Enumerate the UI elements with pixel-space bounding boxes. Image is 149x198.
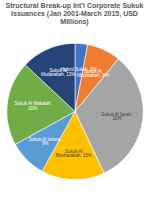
html-text:Structural Break-up Int'l Corp: Structural Break-up Int'l Corporate Suku…: [5, 2, 144, 25]
svg-text:Sukuk AlMudarabah, 13%: Sukuk AlMudarabah, 13%: [41, 68, 75, 78]
svg-text:Sukuk AlMusharakah, 15%: Sukuk AlMusharakah, 15%: [56, 149, 92, 159]
svg-text:Sukuk AlMurabahah, 8%: Sukuk AlMurabahah, 8%: [77, 68, 109, 78]
svg-text:Sukuk Al Wakalah,20%: Sukuk Al Wakalah,20%: [14, 101, 51, 111]
svg-text:Sukuk Al Istisna,9%: Sukuk Al Istisna,9%: [29, 137, 62, 147]
svg-text:Sukuk Al Ijarah,32%: Sukuk Al Ijarah,32%: [101, 112, 132, 122]
